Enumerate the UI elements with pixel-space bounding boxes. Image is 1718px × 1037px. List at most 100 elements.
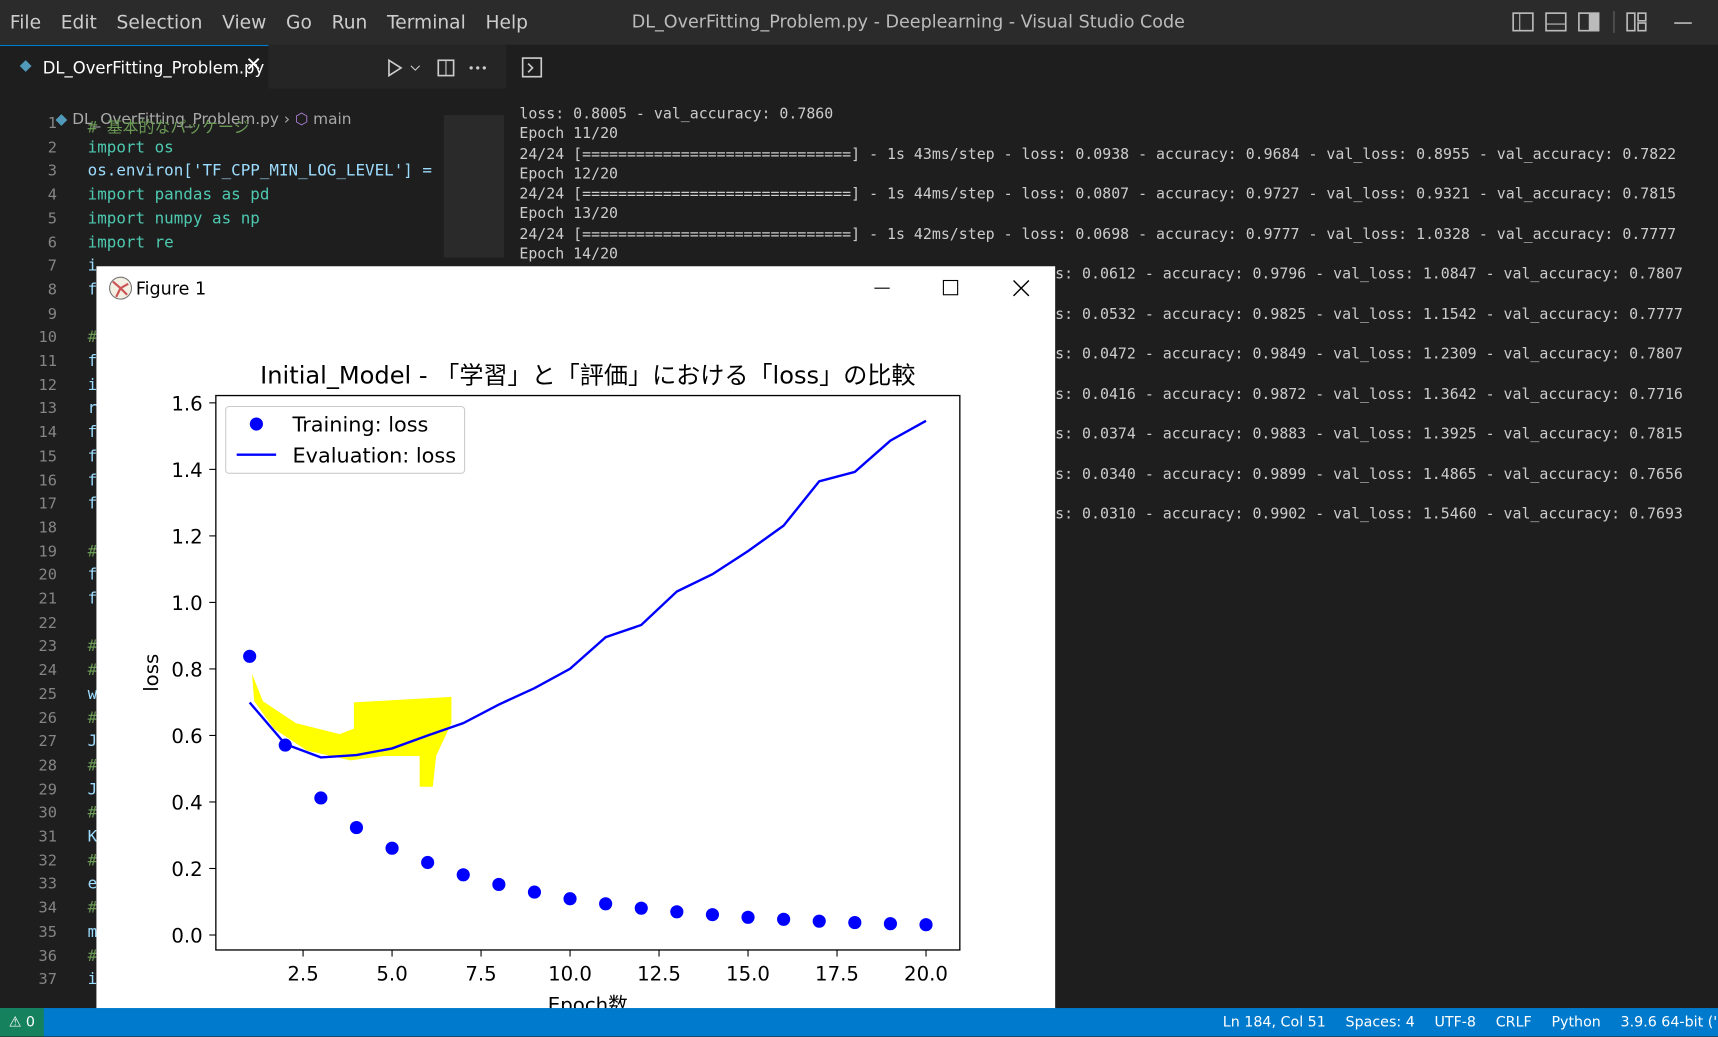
code-line: f [87,447,98,466]
line-number: 12 [38,376,57,395]
legend-label: Training: loss [292,413,429,437]
y-tick-label: 0.6 [171,725,202,748]
terminal-line: s: 0.0340 - accuracy: 0.9899 - val_loss:… [1055,465,1683,483]
status-item[interactable]: 3.9.6 64-bit ('3.9.6 [1620,1014,1718,1031]
x-tick-label: 5.0 [376,963,407,986]
code-line: f [87,281,98,300]
status-bar: ⚠ 0 Ln 184, Col 51 Spaces: 4 UTF-8 CRLF Pytho… [0,1008,1718,1037]
data-point [563,892,577,906]
terminal-line: Epoch 14/20 [519,245,619,263]
series-line [248,419,927,759]
terminal-line: 24/24 [==============================] -… [519,145,1677,163]
terminal-line: s: 0.0374 - accuracy: 0.9883 - val_loss:… [1055,425,1683,443]
menu-item[interactable]: Go [286,11,312,34]
y-tick-label: 1.4 [171,459,202,482]
tab-label[interactable]: DL_OverFitting_Problem.py [42,58,265,78]
data-point [812,914,826,928]
figure-title: Figure 1 [135,278,207,300]
code-line: i [87,257,98,276]
menu-item[interactable]: View [222,11,267,34]
python-icon: ◆ [19,56,32,75]
breadcrumb: ◆ DL_OverFitting_Problem.py › ⬡ main [55,110,352,129]
x-tick-label: 15.0 [726,963,770,986]
line-number: 25 [38,685,57,704]
menu-item[interactable]: File [9,11,42,34]
status-item[interactable]: UTF-8 [1434,1014,1477,1031]
highlight-scribble [252,673,452,787]
line-number: 35 [38,923,57,941]
code-line: K [87,828,98,846]
line-number: 33 [38,875,57,894]
code-line: # 基本的なパッケージ [87,119,250,137]
menu-item[interactable]: Edit [60,11,97,34]
menu-item[interactable]: Run [331,11,368,34]
line-number: 9 [47,305,57,323]
data-point [705,908,720,922]
line-number: 11 [38,352,57,371]
code-line: import os [87,138,174,157]
code-line: f [87,424,98,442]
status-item[interactable]: Spaces: 4 [1345,1014,1415,1031]
line-number: 23 [38,638,57,656]
chart: Initial_Model - 「学習」と「評価」における「loss」の比較Ep… [140,361,961,1016]
plot-frame [215,394,961,951]
data-point [741,910,755,924]
menu-item[interactable]: Terminal [387,11,466,34]
code-line: # [87,804,98,823]
line-number: 10 [38,329,57,347]
line-number: 29 [38,780,57,799]
figure-icon [109,276,133,300]
line-number: 14 [38,424,57,442]
code-line: # [87,661,98,680]
breadcrumb-file[interactable]: DL_OverFitting_Problem.py [72,110,279,129]
status-item[interactable]: Python [1551,1014,1601,1031]
breadcrumb-symbol[interactable]: main [313,110,352,129]
terminal-line: s: 0.0472 - accuracy: 0.9849 - val_loss:… [1055,345,1683,363]
data-point [243,649,257,663]
line-number: 31 [38,828,57,846]
line-number: 8 [47,281,57,300]
line-number: 30 [38,804,57,823]
x-tick-label: 2.5 [287,963,318,986]
code-line: w [87,685,98,704]
tab[interactable]: ◆ DL_OverFitting_Problem.py ✕ [0,44,269,90]
data-point [634,901,648,915]
menu-item[interactable]: Selection [116,11,203,34]
window-controls[interactable] [863,275,1049,301]
tab-bar: ◆ DL_OverFitting_Problem.py ✕ [0,44,507,90]
legend-swatch [249,417,263,431]
y-axis-label: loss [140,654,163,692]
line-number: 21 [38,590,57,609]
code-line: r [87,400,98,418]
line-number: 7 [47,257,57,276]
window-title: DL_OverFitting_Problem.py - Deeplearning… [631,10,1185,32]
editor-actions[interactable] [386,58,496,78]
code-line: # [87,543,98,561]
code-line: f [87,352,98,371]
code-line: import pandas as pd [87,186,270,204]
status-item[interactable]: Ln 184, Col 51 [1222,1014,1326,1031]
layout-controls[interactable] [1510,10,1718,35]
code-line: # [87,638,98,656]
data-point [599,897,613,911]
tab-close[interactable]: ✕ [245,53,262,77]
line-number: 22 [38,614,57,632]
remote-problems[interactable]: ⚠ 0 [0,1008,44,1037]
menu-item[interactable]: Help [485,11,528,34]
code-line: f [87,471,98,490]
figure-window: Figure 1 Initial_Model - 「学習」と「評価」における「l… [96,266,1056,1037]
terminal-icon[interactable] [521,57,544,79]
code-line: i [87,970,98,989]
status-item[interactable]: CRLF [1495,1014,1532,1031]
code-line: # [87,852,98,870]
terminal-line: Epoch 13/20 [519,205,619,223]
line-number: 17 [38,495,57,513]
status-items: Ln 184, Col 51 Spaces: 4 UTF-8 CRLF Python 3.… [1223,1008,1718,1036]
code-area: 1 # 基本的なパッケージ 2 import os 3 os.environ['TF_CP… [0,89,444,1008]
code-line: # [87,947,98,965]
y-tick-label: 0.8 [171,659,202,682]
data-point [456,868,470,882]
line-number: 28 [38,757,57,775]
